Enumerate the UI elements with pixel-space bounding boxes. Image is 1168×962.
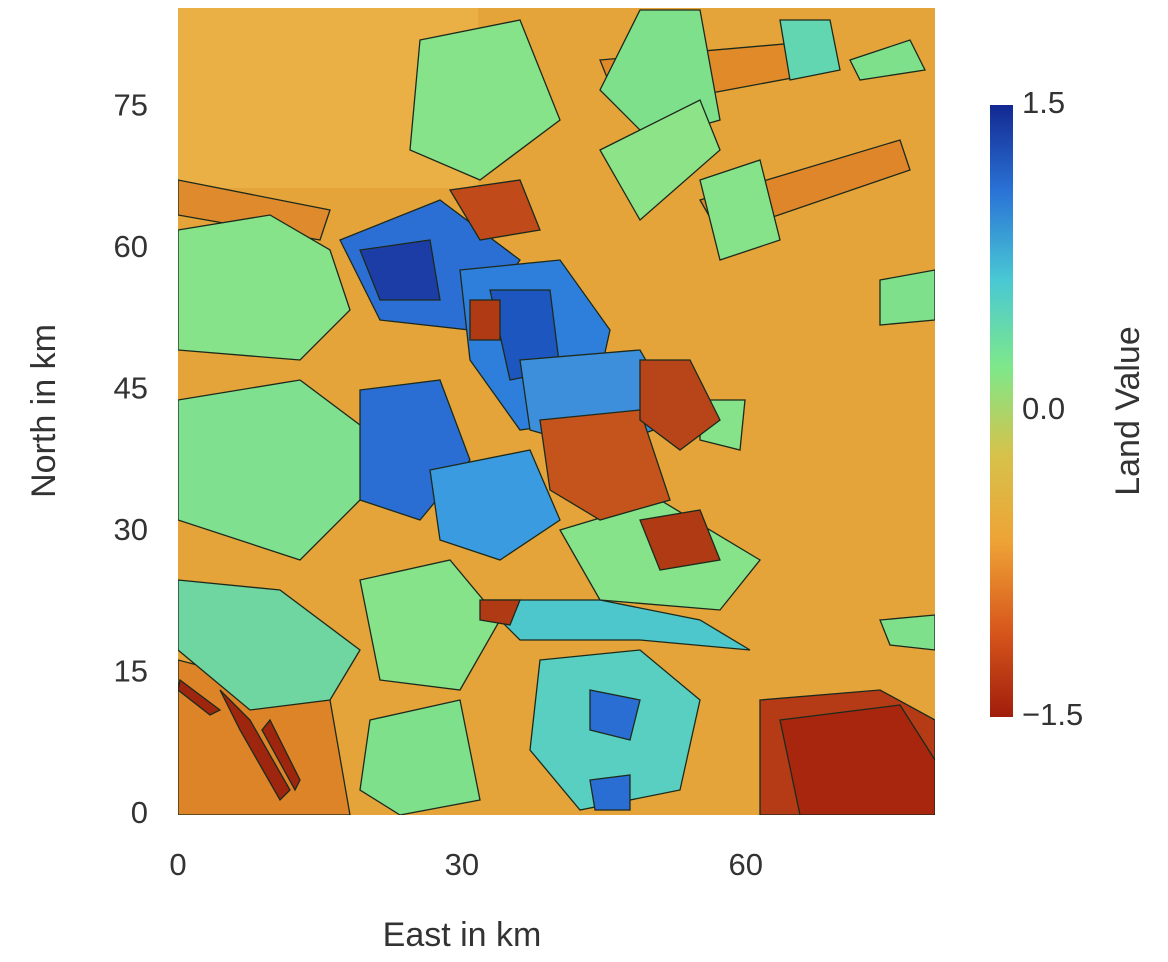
chart: East in km North in km Land Value 0 30 60 0… (0, 0, 1168, 957)
y-tick-label: 15 (114, 654, 148, 689)
land-value-map (178, 8, 935, 815)
x-tick-label: 60 (729, 847, 763, 882)
page: East in km North in km Land Value 0 30 60 0… (0, 0, 1168, 957)
x-axis-label: East in km (383, 916, 542, 954)
colorbar-tick-label: 0.0 (1022, 391, 1065, 426)
y-tick-label: 45 (114, 370, 148, 405)
colorbar (990, 105, 1013, 717)
colorbar-label: Land Value (1109, 326, 1147, 496)
colorbar-tick-label: 1.5 (1022, 85, 1065, 120)
x-tick-label: 30 (445, 847, 479, 882)
x-tick-label: 0 (169, 847, 186, 882)
y-axis-label: North in km (25, 324, 63, 498)
y-tick-label: 60 (114, 229, 148, 264)
colorbar-tick-label: −1.5 (1022, 697, 1083, 732)
y-tick-label: 75 (114, 87, 148, 122)
y-tick-label: 30 (114, 512, 148, 547)
y-tick-label: 0 (131, 795, 148, 830)
